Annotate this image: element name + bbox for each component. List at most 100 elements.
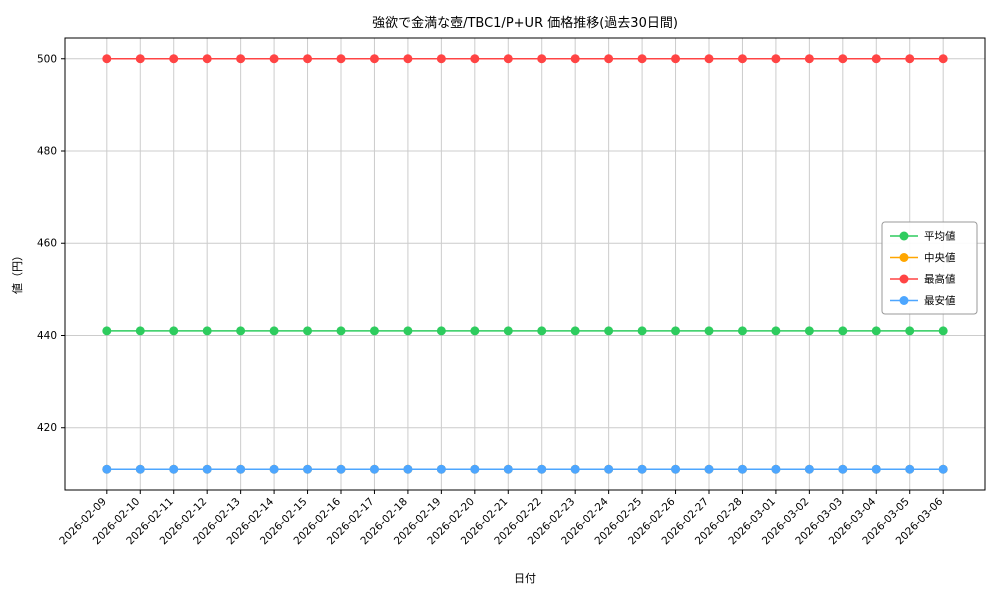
series-max-marker — [135, 54, 145, 64]
series-min-marker — [336, 464, 346, 474]
series-min-marker — [537, 464, 547, 474]
series-min-marker — [838, 464, 848, 474]
series-average-marker — [369, 326, 379, 336]
grid — [65, 38, 985, 490]
series-max-marker — [303, 54, 313, 64]
series-average-marker — [771, 326, 781, 336]
series-min-marker — [169, 464, 179, 474]
series-min-marker — [369, 464, 379, 474]
series-min-line — [102, 464, 948, 474]
legend-label-average: 平均値 — [924, 230, 956, 243]
series-min-marker — [771, 464, 781, 474]
series-min-marker — [704, 464, 714, 474]
series-average-marker — [169, 326, 179, 336]
series-min-marker — [236, 464, 246, 474]
y-tick-label: 500 — [37, 53, 57, 65]
series-average-line — [102, 326, 948, 336]
series-min-marker — [403, 464, 413, 474]
series-average-marker — [336, 326, 346, 336]
series-min-marker — [102, 464, 112, 474]
y-tick-label: 480 — [37, 146, 57, 158]
series-min-marker — [436, 464, 446, 474]
chart-title: 強欲で金満な壺/TBC1/P+UR 価格推移(過去30日間) — [372, 16, 678, 31]
series-average-marker — [804, 326, 814, 336]
x-axis-label: 日付 — [514, 572, 536, 585]
series-average-marker — [838, 326, 848, 336]
series-min-marker — [938, 464, 948, 474]
series-min-marker — [303, 464, 313, 474]
series-average-marker — [236, 326, 246, 336]
series-max-marker — [369, 54, 379, 64]
series-min-marker — [804, 464, 814, 474]
series-max-marker — [236, 54, 246, 64]
series-max-marker — [871, 54, 881, 64]
series-max-marker — [838, 54, 848, 64]
series-average-marker — [537, 326, 547, 336]
series-average-marker — [202, 326, 212, 336]
series-average-marker — [671, 326, 681, 336]
series-average-marker — [436, 326, 446, 336]
legend-marker-average — [899, 231, 909, 241]
legend-label-min: 最安値 — [924, 294, 956, 307]
y-tick-label: 460 — [37, 238, 57, 250]
legend-label-max: 最高値 — [924, 273, 956, 286]
series-min-marker — [637, 464, 647, 474]
series-average-marker — [503, 326, 513, 336]
legend-marker-median — [899, 253, 909, 262]
series-max-marker — [403, 54, 413, 64]
series-max-marker — [570, 54, 580, 64]
series-min-marker — [671, 464, 681, 474]
series-min-marker — [202, 464, 212, 474]
series-average-marker — [637, 326, 647, 336]
series-max-marker — [202, 54, 212, 64]
series-max-marker — [905, 54, 915, 64]
series-max-marker — [503, 54, 513, 64]
series-average-marker — [403, 326, 413, 336]
y-tick-label: 420 — [37, 422, 57, 434]
series-max-marker — [804, 54, 814, 64]
series-average-marker — [269, 326, 279, 336]
series-average-marker — [135, 326, 145, 336]
series-max-marker — [737, 54, 747, 64]
series-average-marker — [871, 326, 881, 336]
series-min-marker — [503, 464, 513, 474]
series-max-marker — [771, 54, 781, 64]
series-min-marker — [570, 464, 580, 474]
series-min-marker — [905, 464, 915, 474]
series-average-marker — [470, 326, 480, 336]
legend-marker-min — [899, 296, 909, 305]
y-tick-label: 440 — [37, 330, 57, 342]
series-max-marker — [604, 54, 614, 64]
series-max-marker — [938, 54, 948, 64]
series-max-line — [102, 54, 948, 64]
series-min-marker — [269, 464, 279, 474]
series-max-marker — [169, 54, 179, 64]
series-max-marker — [537, 54, 547, 64]
series-min-marker — [737, 464, 747, 474]
legend-label-median: 中央値 — [924, 251, 956, 264]
series-average-marker — [303, 326, 313, 336]
series-max-marker — [436, 54, 446, 64]
axes-box — [64, 37, 986, 491]
series-min-marker — [604, 464, 614, 474]
series-average-marker — [570, 326, 580, 336]
series-min-marker — [135, 464, 145, 474]
series-min-marker — [871, 464, 881, 474]
series-max-marker — [671, 54, 681, 64]
series-average-marker — [704, 326, 714, 336]
series-average-marker — [102, 326, 112, 336]
series-average-marker — [604, 326, 614, 336]
series-average-marker — [938, 326, 948, 336]
series-max-marker — [637, 54, 647, 64]
series-max-marker — [102, 54, 112, 64]
series-max-marker — [704, 54, 714, 64]
series-max-marker — [269, 54, 279, 64]
series-average-marker — [737, 326, 747, 336]
series-average-marker — [905, 326, 915, 336]
series-max-marker — [336, 54, 346, 64]
series-max-marker — [470, 54, 480, 64]
series-min-marker — [470, 464, 480, 474]
